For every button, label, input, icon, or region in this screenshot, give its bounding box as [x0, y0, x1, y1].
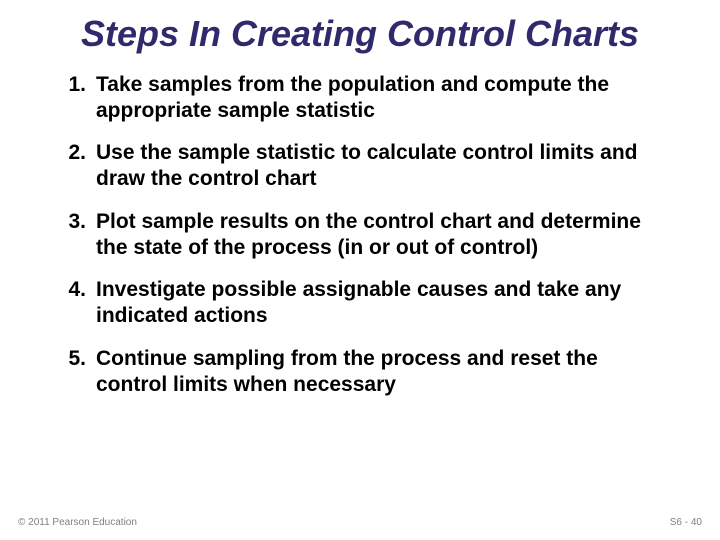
footer-copyright: © 2011 Pearson Education: [18, 517, 137, 528]
list-item-number: 4.: [56, 277, 96, 330]
list-item: 5. Continue sampling from the process an…: [56, 346, 664, 399]
slide: Steps In Creating Control Charts 1. Take…: [0, 0, 720, 540]
steps-list: 1. Take samples from the population and …: [0, 54, 720, 399]
list-item: 3. Plot sample results on the control ch…: [56, 209, 664, 262]
list-item-text: Continue sampling from the process and r…: [96, 346, 664, 399]
list-item-text: Use the sample statistic to calculate co…: [96, 140, 664, 193]
slide-title: Steps In Creating Control Charts: [0, 0, 720, 54]
list-item-number: 5.: [56, 346, 96, 399]
footer-page-number: S6 - 40: [670, 517, 702, 528]
list-item: 4. Investigate possible assignable cause…: [56, 277, 664, 330]
list-item-text: Take samples from the population and com…: [96, 72, 664, 125]
list-item: 2. Use the sample statistic to calculate…: [56, 140, 664, 193]
list-item-number: 1.: [56, 72, 96, 125]
list-item-number: 3.: [56, 209, 96, 262]
list-item-text: Investigate possible assignable causes a…: [96, 277, 664, 330]
list-item-number: 2.: [56, 140, 96, 193]
list-item: 1. Take samples from the population and …: [56, 72, 664, 125]
list-item-text: Plot sample results on the control chart…: [96, 209, 664, 262]
